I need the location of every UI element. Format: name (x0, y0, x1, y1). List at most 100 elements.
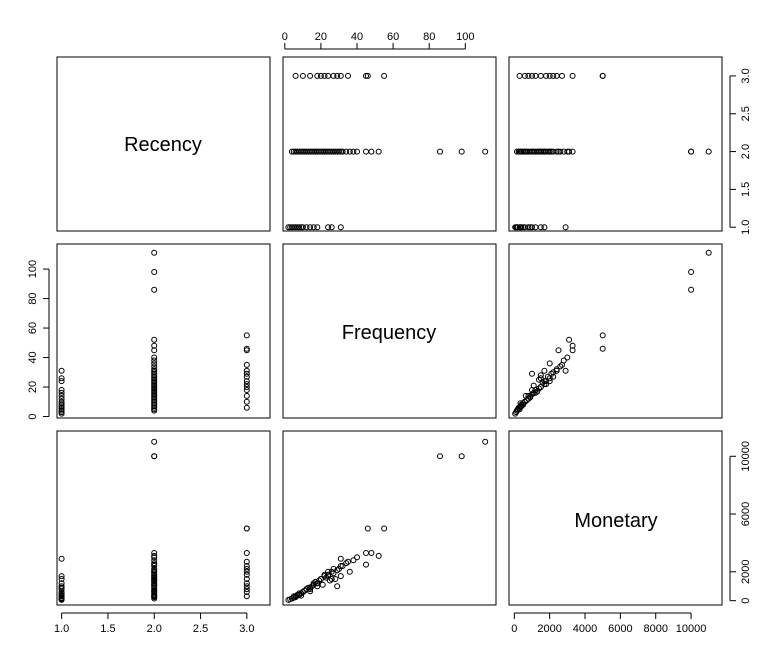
point-recency-vs-frequency-50 (368, 148, 375, 155)
point-recency-vs-frequency-51 (375, 148, 382, 155)
point-frequency-vs-recency-54 (151, 249, 158, 256)
y-axis-right-recency-tick-label: 2.5 (740, 106, 752, 121)
point-frequency-vs-recency-11 (58, 389, 65, 396)
y-axis-right-monetary-tick-label: 2000 (740, 560, 752, 584)
point-monetary-vs-recency-59 (243, 576, 250, 582)
point-monetary-vs-recency-33 (151, 581, 158, 588)
point-monetary-vs-recency-43 (151, 573, 158, 580)
point-frequency-vs-recency-62 (243, 373, 250, 380)
y-axis-right-monetary-tick-label: 6000 (740, 502, 752, 526)
point-recency-vs-frequency-59 (317, 72, 324, 79)
point-recency-vs-monetary-65 (559, 72, 565, 79)
point-frequency-vs-recency-67 (243, 332, 250, 339)
y-axis-right-recency-tick-label: 1.0 (740, 220, 752, 235)
point-frequency-vs-recency-46 (151, 360, 158, 367)
point-frequency-vs-recency-53 (151, 269, 158, 275)
y-axis-right-recency-tick-label: 1.5 (740, 182, 752, 197)
point-frequency-vs-monetary-15 (562, 367, 569, 374)
point-recency-vs-monetary-66 (569, 72, 576, 79)
point-frequency-vs-monetary-46 (546, 360, 553, 367)
point-monetary-vs-frequency-54 (482, 438, 489, 445)
point-frequency-vs-recency-45 (151, 363, 158, 370)
point-monetary-vs-frequency-46 (346, 568, 353, 575)
point-frequency-vs-recency-8 (58, 398, 65, 405)
y-axis-left-frequency-tick-label: 40 (27, 351, 39, 363)
point-monetary-vs-frequency-67 (381, 525, 388, 532)
point-frequency-vs-monetary-42 (550, 369, 557, 376)
x-axis-top-frequency-tick-label: 0 (282, 31, 288, 43)
point-monetary-vs-recency-47 (151, 557, 158, 564)
point-monetary-vs-frequency-51 (375, 552, 382, 559)
point-recency-vs-monetary-45 (557, 148, 564, 155)
point-monetary-vs-recency-14 (58, 576, 65, 582)
point-monetary-vs-recency-57 (243, 586, 250, 593)
point-recency-vs-monetary-6 (518, 224, 525, 231)
point-recency-vs-monetary-16 (514, 148, 520, 155)
point-monetary-vs-recency-51 (151, 552, 158, 559)
point-monetary-vs-frequency-47 (350, 557, 357, 564)
point-monetary-vs-frequency-33 (319, 581, 326, 588)
point-recency-vs-frequency-63 (334, 72, 341, 79)
point-monetary-vs-frequency-65 (345, 558, 351, 565)
point-monetary-vs-recency-63 (243, 583, 250, 590)
point-frequency-vs-recency-44 (151, 366, 158, 373)
point-recency-vs-frequency-52 (437, 148, 443, 155)
point-monetary-vs-recency-15 (58, 555, 65, 562)
point-frequency-vs-monetary-56 (521, 398, 528, 405)
y-axis-right-monetary-tick-label: 10000 (740, 441, 752, 472)
point-monetary-vs-recency-62 (243, 565, 250, 572)
point-recency-vs-frequency-46 (346, 148, 353, 155)
x-axis-bottom-recency-tick-label: 1.0 (54, 623, 69, 635)
point-recency-vs-frequency-48 (354, 148, 360, 155)
x-axis-bottom-recency-tick-label: 2.5 (193, 623, 208, 635)
x-axis-top-frequency-tick-label: 20 (315, 31, 327, 43)
point-monetary-vs-recency-58 (243, 580, 250, 587)
point-monetary-vs-frequency-43 (337, 573, 344, 580)
x-axis-top-frequency-tick-label: 100 (456, 31, 474, 43)
point-monetary-vs-frequency-37 (326, 577, 333, 584)
point-frequency-vs-recency-48 (151, 354, 158, 361)
points-layer (58, 72, 712, 603)
x-axis-bottom-monetary-tick-label: 8000 (643, 623, 667, 635)
point-recency-vs-monetary-57 (525, 72, 532, 79)
point-recency-vs-frequency-54 (482, 148, 489, 155)
point-recency-vs-monetary-62 (550, 72, 557, 79)
point-monetary-vs-recency-54 (151, 438, 158, 445)
point-recency-vs-frequency-8 (299, 224, 306, 231)
point-recency-vs-frequency-45 (343, 148, 350, 155)
point-frequency-vs-monetary-66 (569, 347, 576, 354)
y-axis-left-frequency-tick-label: 20 (27, 381, 39, 393)
point-monetary-vs-frequency-40 (332, 576, 339, 582)
point-recency-vs-monetary-61 (546, 72, 553, 79)
point-monetary-vs-frequency-55 (292, 593, 299, 600)
point-frequency-vs-recency-57 (243, 392, 250, 399)
point-recency-vs-frequency-67 (381, 72, 388, 79)
point-recency-vs-monetary-12 (529, 224, 535, 231)
point-monetary-vs-recency-13 (58, 573, 65, 580)
x-axis-top-frequency-tick-label: 40 (351, 31, 363, 43)
point-recency-vs-monetary-55 (516, 72, 523, 79)
point-monetary-vs-frequency-56 (299, 589, 306, 595)
point-frequency-vs-monetary-63 (529, 370, 535, 377)
x-axis-bottom-recency-tick-label: 1.5 (100, 623, 115, 635)
point-recency-vs-frequency-57 (307, 72, 314, 79)
point-monetary-vs-recency-65 (243, 558, 250, 565)
y-axis-left-frequency-tick-label: 80 (27, 292, 39, 304)
panel-monetary-recency (56, 430, 271, 606)
point-frequency-vs-recency-15 (58, 367, 65, 374)
point-recency-vs-monetary-54 (705, 148, 712, 155)
point-frequency-vs-recency-59 (243, 384, 250, 390)
point-monetary-vs-recency-50 (151, 550, 158, 556)
point-frequency-vs-monetary-61 (546, 378, 553, 385)
y-axis-right-recency-tick-label: 3.0 (740, 68, 752, 83)
point-frequency-vs-monetary-48 (564, 354, 571, 361)
point-frequency-vs-recency-60 (243, 381, 250, 388)
point-monetary-vs-recency-40 (151, 576, 158, 582)
point-frequency-vs-monetary-51 (566, 336, 573, 343)
diag-label-frequency: Frequency (342, 322, 437, 344)
panel-recency-recency (56, 56, 271, 232)
diag-label-monetary: Monetary (574, 510, 657, 532)
point-monetary-vs-recency-55 (243, 593, 250, 600)
point-recency-vs-monetary-60 (543, 72, 550, 79)
point-recency-vs-frequency-13 (325, 224, 332, 231)
